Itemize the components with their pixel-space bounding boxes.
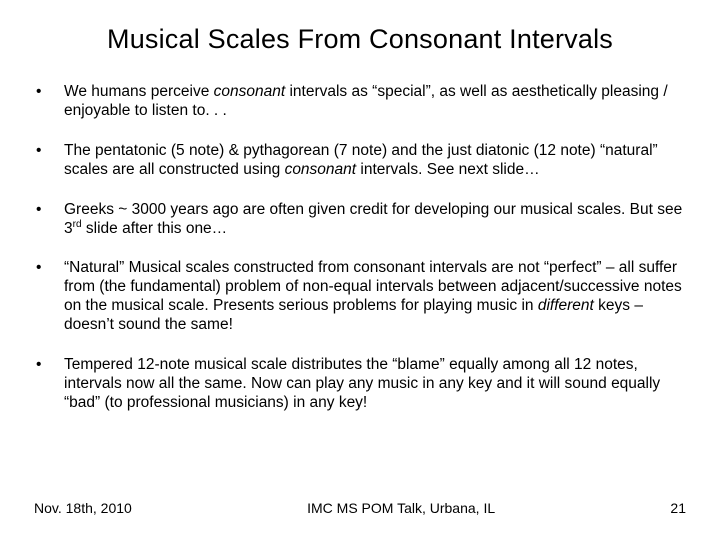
bullet-text: Tempered 12-note musical scale distribut… [64,356,686,413]
bullet-dot: • [34,356,64,413]
footer-date: Nov. 18th, 2010 [34,500,132,516]
bullet-text: We humans perceive consonant intervals a… [64,83,686,121]
text-emphasis: consonant [214,83,286,100]
slide-footer: Nov. 18th, 2010 IMC MS POM Talk, Urbana,… [0,500,720,516]
bullet-list: • We humans perceive consonant intervals… [34,83,686,413]
bullet-dot: • [34,201,64,239]
bullet-dot: • [34,142,64,180]
bullet-dot: • [34,259,64,335]
bullet-dot: • [34,83,64,121]
bullet-item: • Tempered 12-note musical scale distrib… [34,356,686,413]
footer-page-number: 21 [670,500,686,516]
text-emphasis: consonant [285,161,357,178]
text-run: intervals. See next slide… [356,161,540,178]
text-run: slide after this one… [82,220,228,237]
slide-title: Musical Scales From Consonant Intervals [34,24,686,55]
bullet-text: “Natural” Musical scales constructed fro… [64,259,686,335]
bullet-item: • “Natural” Musical scales constructed f… [34,259,686,335]
text-run: We humans perceive [64,83,214,100]
bullet-item: • Greeks ~ 3000 years ago are often give… [34,201,686,239]
bullet-item: • The pentatonic (5 note) & pythagorean … [34,142,686,180]
text-superscript: rd [73,218,82,229]
bullet-text: The pentatonic (5 note) & pythagorean (7… [64,142,686,180]
bullet-text: Greeks ~ 3000 years ago are often given … [64,201,686,239]
footer-title: IMC MS POM Talk, Urbana, IL [132,500,671,516]
bullet-item: • We humans perceive consonant intervals… [34,83,686,121]
text-emphasis: different [538,297,594,314]
slide: Musical Scales From Consonant Intervals … [0,0,720,540]
